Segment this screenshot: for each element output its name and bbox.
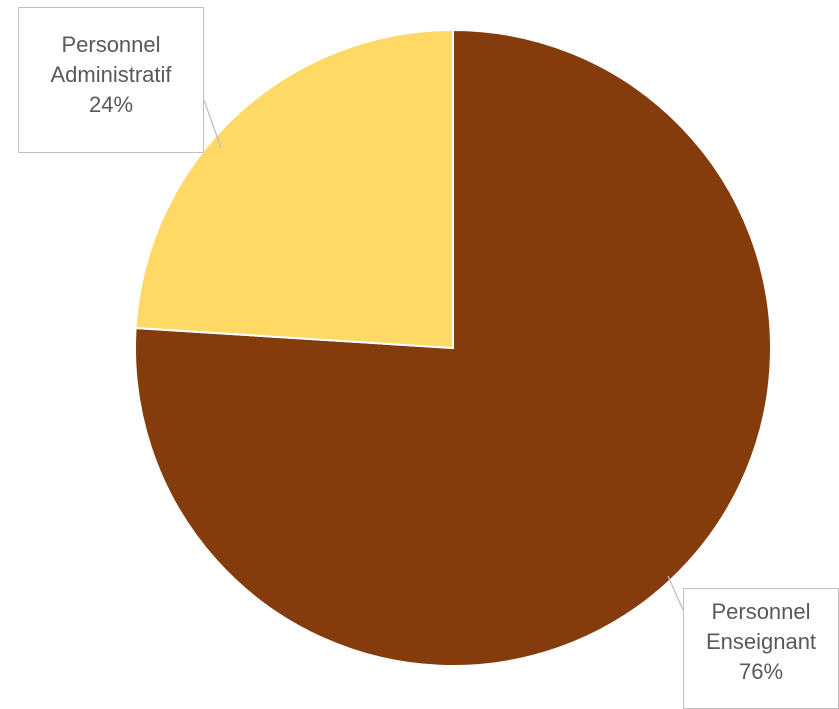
label-enseignant-line2: Enseignant — [705, 629, 817, 654]
label-enseignant-line1: Personnel — [711, 599, 811, 624]
pie-slice-administratif — [134, 28, 454, 350]
label-administratif-line2: Administratif — [50, 62, 172, 87]
leader-line-administratif — [203, 99, 222, 149]
label-administratif-percent: 24% — [88, 92, 134, 117]
label-administratif-line1: Personnel — [61, 32, 161, 57]
data-label-enseignant: Personnel Enseignant 76% — [683, 588, 839, 709]
leader-line-enseignant — [667, 575, 684, 611]
data-label-administratif: Personnel Administratif 24% — [18, 7, 204, 153]
label-enseignant-percent: 76% — [738, 659, 784, 684]
